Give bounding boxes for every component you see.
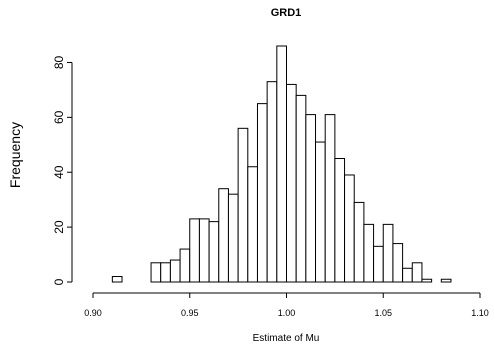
histogram-bar bbox=[295, 94, 307, 283]
x-tick-label: 1.10 bbox=[471, 308, 489, 318]
histogram-bar bbox=[247, 166, 258, 283]
histogram-bar bbox=[169, 259, 181, 283]
histogram-bar bbox=[382, 223, 394, 283]
histogram-bar bbox=[160, 262, 171, 283]
histogram-bar bbox=[373, 245, 384, 283]
histogram-bar bbox=[276, 45, 288, 283]
histogram-bar bbox=[150, 262, 162, 283]
y-tick-label: 0 bbox=[52, 278, 66, 285]
y-tick-label: 80 bbox=[52, 55, 66, 69]
histogram-bar bbox=[227, 193, 239, 283]
histogram-bar bbox=[286, 83, 297, 283]
histogram-bars bbox=[111, 45, 452, 283]
histogram-bar bbox=[324, 114, 336, 283]
histogram-bar bbox=[363, 223, 375, 283]
histogram-bar bbox=[334, 158, 346, 283]
y-tick-label: 60 bbox=[52, 110, 66, 124]
histogram-bar bbox=[179, 248, 191, 283]
y-tick-label: 20 bbox=[52, 220, 66, 234]
histogram-bar bbox=[392, 243, 404, 283]
histogram-bar bbox=[411, 262, 423, 283]
histogram-bar bbox=[440, 278, 452, 283]
y-axis: 0 20 40 60 80 bbox=[52, 55, 73, 285]
x-axis: 0.90 0.95 1.00 1.05 1.10 bbox=[84, 292, 489, 318]
histogram-bar bbox=[402, 267, 413, 283]
histogram-bar bbox=[344, 174, 355, 283]
histogram-bar bbox=[305, 114, 317, 283]
histogram-bar bbox=[198, 218, 210, 283]
chart-title: GRD1 bbox=[271, 7, 302, 19]
x-tick-label: 0.90 bbox=[84, 308, 102, 318]
x-axis-label: Estimate of Mu bbox=[253, 333, 320, 344]
histogram-bar bbox=[266, 81, 278, 283]
histogram-bar bbox=[111, 276, 123, 283]
histogram-bar bbox=[189, 218, 200, 283]
histogram-bar bbox=[421, 278, 433, 283]
histogram-bar bbox=[208, 221, 220, 283]
x-tick-label: 1.05 bbox=[374, 308, 392, 318]
histogram-bar bbox=[237, 127, 249, 283]
histogram-bar bbox=[353, 201, 365, 283]
histogram-bar bbox=[218, 188, 229, 283]
histogram-bar bbox=[256, 103, 268, 283]
y-tick-label: 40 bbox=[52, 165, 66, 179]
y-axis-label: Frequency bbox=[7, 122, 23, 188]
x-tick-label: 1.00 bbox=[278, 308, 296, 318]
x-tick-label: 0.95 bbox=[181, 308, 199, 318]
histogram-bar bbox=[315, 141, 326, 283]
